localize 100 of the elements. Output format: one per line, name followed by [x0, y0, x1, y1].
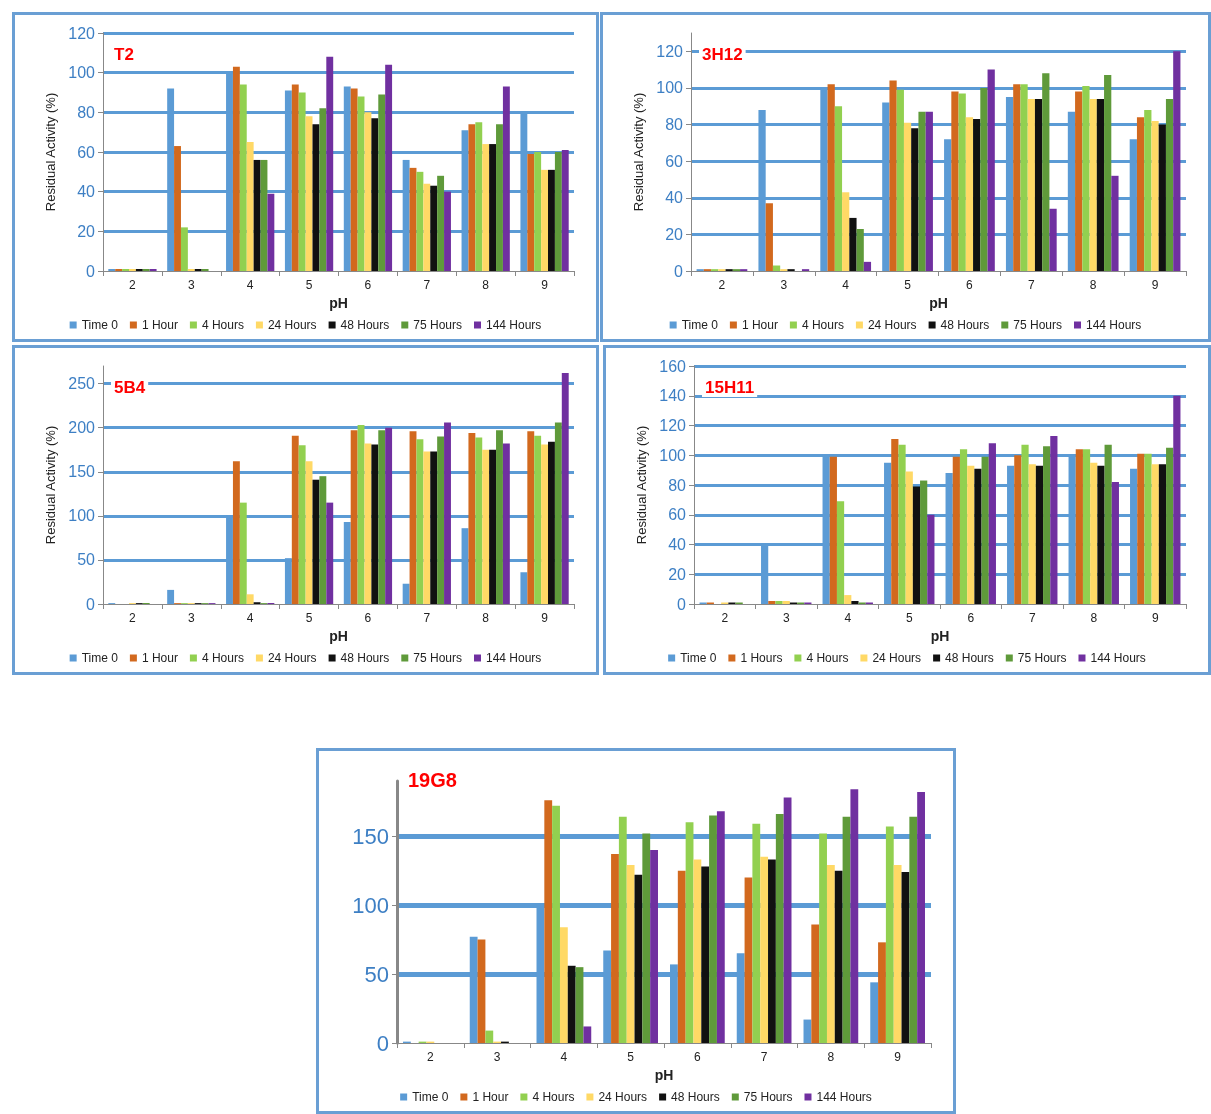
y-tick-label: 0: [677, 595, 687, 613]
bar: [1144, 109, 1152, 271]
bar: [575, 967, 584, 1043]
x-tick-label: 5: [905, 611, 913, 625]
y-tick-label: 60: [668, 506, 687, 524]
bar: [1136, 117, 1145, 271]
bar: [959, 449, 968, 604]
bar: [1097, 465, 1105, 604]
legend-label: 24 Hours: [267, 651, 317, 665]
bar: [1151, 120, 1159, 271]
x-tick-label: 8: [482, 611, 490, 625]
bar: [541, 169, 549, 271]
bar: [951, 91, 959, 271]
legend-label: 144 Hours: [485, 318, 542, 332]
y-tick-label: 0: [376, 1030, 389, 1056]
y-tick-label: 40: [668, 536, 687, 553]
bar: [642, 833, 651, 1043]
x-tick-label: 5: [305, 611, 313, 625]
bar: [502, 443, 510, 604]
bar: [291, 84, 299, 271]
bar: [527, 153, 535, 271]
x-tick-label: 6: [364, 278, 372, 292]
bar: [534, 152, 542, 271]
bar: [618, 816, 627, 1043]
bar: [1173, 395, 1181, 604]
bar: [1104, 75, 1112, 271]
x-tick-label: 8: [1089, 278, 1097, 292]
bar: [1075, 91, 1083, 271]
bar: [1035, 465, 1044, 604]
bar: [482, 449, 490, 604]
bar: [611, 854, 619, 1043]
legend-label: Time 0: [81, 651, 119, 665]
bar: [903, 122, 912, 271]
legend-label: 75 Hours: [1013, 318, 1062, 332]
bar: [973, 119, 981, 271]
bar: [502, 86, 510, 271]
bar: [878, 942, 886, 1043]
bar: [1034, 98, 1043, 271]
x-tick-label: 4: [560, 1050, 568, 1064]
legend-label: 24 Hours: [267, 318, 317, 332]
bar: [1075, 449, 1083, 604]
bar: [677, 870, 686, 1043]
y-axis-title: Residual Activity (%): [43, 425, 58, 545]
x-tick-label: 4: [246, 611, 254, 625]
x-tick-label: 2: [427, 1050, 435, 1064]
x-tick-label: 8: [827, 1050, 835, 1064]
bar: [423, 451, 431, 604]
y-tick-label: 0: [86, 262, 96, 280]
bar: [489, 144, 497, 271]
y-tick-label: 120: [68, 24, 96, 42]
x-tick-label: 9: [1151, 611, 1159, 625]
bar: [709, 815, 717, 1043]
bar: [782, 601, 790, 604]
bar: [965, 117, 974, 271]
y-tick-label: 150: [68, 463, 96, 481]
bar: [350, 430, 358, 604]
bar: [364, 443, 372, 604]
bar: [350, 88, 358, 271]
legend-label: Time 0: [681, 318, 719, 332]
bar: [775, 601, 783, 604]
bar: [1042, 73, 1050, 271]
text: 5B4: [114, 378, 146, 397]
bar: [1096, 98, 1105, 271]
legend-label: 1 Hour: [141, 318, 178, 332]
x-axis-title: pH: [329, 294, 348, 311]
bar: [980, 87, 988, 271]
bar: [180, 227, 188, 271]
bar: [548, 441, 555, 604]
legend-label: 75 Hours: [413, 651, 462, 665]
bar: [232, 461, 240, 604]
bar: [891, 438, 899, 604]
bar: [1049, 208, 1057, 271]
bar: [1089, 98, 1097, 271]
x-tick-label: 8: [482, 278, 490, 292]
x-tick-label: 2: [129, 278, 137, 292]
bar: [626, 865, 635, 1043]
text: 15H11: [705, 378, 755, 397]
x-tick-label: 3: [780, 278, 788, 292]
bar: [927, 514, 935, 604]
legend-label: 1 Hours: [740, 651, 783, 665]
bar: [856, 228, 864, 271]
bar: [232, 66, 240, 271]
bar: [1165, 98, 1174, 271]
bar: [988, 443, 996, 604]
legend-label: 1 Hour: [141, 651, 178, 665]
bar: [851, 601, 859, 604]
bar: [716, 811, 725, 1043]
y-tick-label: 80: [77, 103, 96, 121]
bar: [893, 865, 902, 1043]
y-tick-label: 100: [656, 79, 684, 97]
legend-label: 4 Hours: [532, 1090, 575, 1104]
bar: [1090, 462, 1098, 604]
legend-label: 75 Hours: [1017, 651, 1067, 665]
bar: [775, 814, 784, 1043]
bar: [911, 128, 919, 271]
legend-label: Time 0: [680, 651, 717, 665]
bar: [423, 183, 431, 271]
bar: [898, 444, 906, 604]
chart-title: 19G8: [408, 769, 457, 791]
bar: [246, 594, 254, 604]
